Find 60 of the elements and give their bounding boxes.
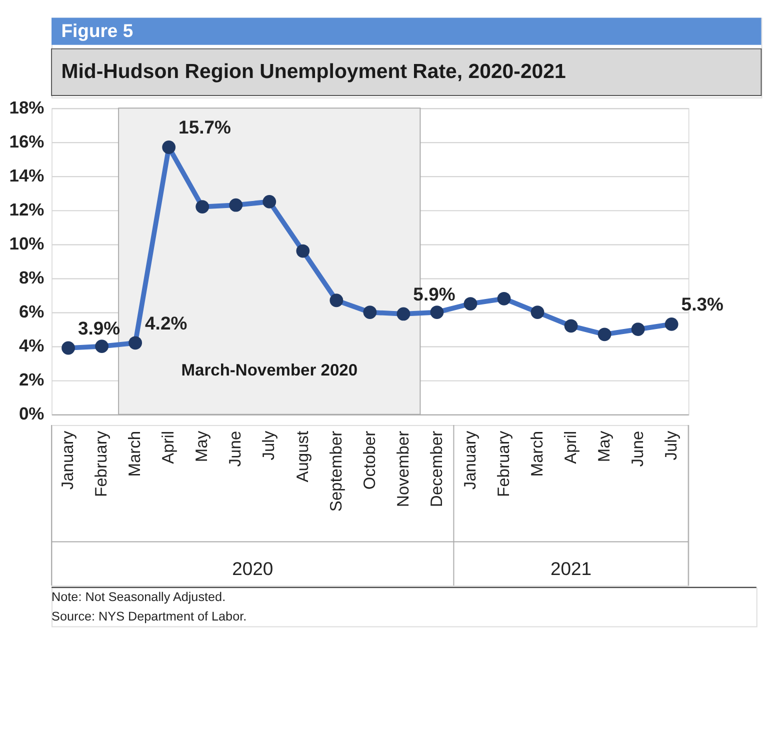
y-tick-label: 14%: [9, 166, 45, 186]
x-tick-label: January: [460, 430, 480, 490]
chart-title: Mid-Hudson Region Unemployment Rate, 2020-2021: [61, 60, 566, 83]
x-tick-label: March: [527, 430, 546, 477]
x-tick-label: June: [628, 430, 647, 467]
data-label: 5.3%: [681, 294, 724, 315]
y-tick-label: 16%: [9, 131, 45, 152]
y-tick-label: 18%: [9, 97, 45, 118]
point: [262, 195, 276, 208]
x-tick-label: December: [426, 430, 446, 508]
point: [128, 336, 142, 350]
x-tick-label: November: [393, 430, 412, 508]
data-label: 4.2%: [145, 312, 188, 334]
y-tick-label: 0%: [18, 404, 45, 424]
point: [497, 292, 511, 306]
x-tick-label: May: [594, 430, 614, 462]
point: [564, 319, 578, 333]
x-tick-label: July: [259, 430, 278, 460]
point: [296, 244, 310, 258]
point: [530, 306, 544, 319]
chart-subtitle: Figure 5: [61, 20, 134, 42]
x-tick-label: July: [661, 430, 680, 460]
point: [196, 200, 210, 214]
y-tick-label: 8%: [18, 268, 45, 288]
x-tick-label: April: [158, 430, 178, 464]
text: 2020: [232, 558, 274, 579]
x-tick-label: February: [494, 430, 513, 497]
y-tick-label: 12%: [9, 200, 45, 220]
point: [631, 322, 645, 336]
data-label: 3.9%: [78, 317, 120, 338]
x-tick-label: March: [125, 430, 144, 477]
data-label: 5.9%: [413, 283, 456, 304]
point: [396, 307, 410, 321]
point: [62, 341, 75, 355]
x-tick-label: May: [192, 430, 212, 462]
text: Note: Not Seasonally Adjusted.: [52, 590, 226, 604]
point: [162, 140, 176, 154]
x-tick-label: June: [226, 430, 245, 467]
x-tick-label: February: [92, 430, 111, 497]
x-tick-label: April: [560, 430, 580, 464]
text: 2021: [550, 558, 592, 579]
point: [598, 328, 612, 342]
point: [464, 297, 478, 310]
x-tick-label: January: [58, 430, 78, 490]
source-note: Source: NYS Department of Labor.: [52, 609, 247, 624]
point: [229, 198, 243, 212]
y-tick-label: 4%: [18, 336, 45, 356]
y-tick-label: 2%: [18, 370, 45, 390]
x-tick-label: September: [326, 430, 346, 512]
band-label: March-November 2020: [181, 360, 358, 380]
point: [95, 340, 108, 353]
point: [664, 318, 678, 331]
data-label: 15.7%: [178, 116, 231, 138]
point: [363, 306, 377, 319]
y-tick-label: 10%: [9, 234, 45, 254]
y-tick-label: 6%: [18, 302, 45, 322]
point: [330, 294, 344, 308]
x-tick-label: October: [360, 430, 379, 490]
point: [430, 306, 444, 319]
x-tick-label: August: [292, 430, 312, 482]
